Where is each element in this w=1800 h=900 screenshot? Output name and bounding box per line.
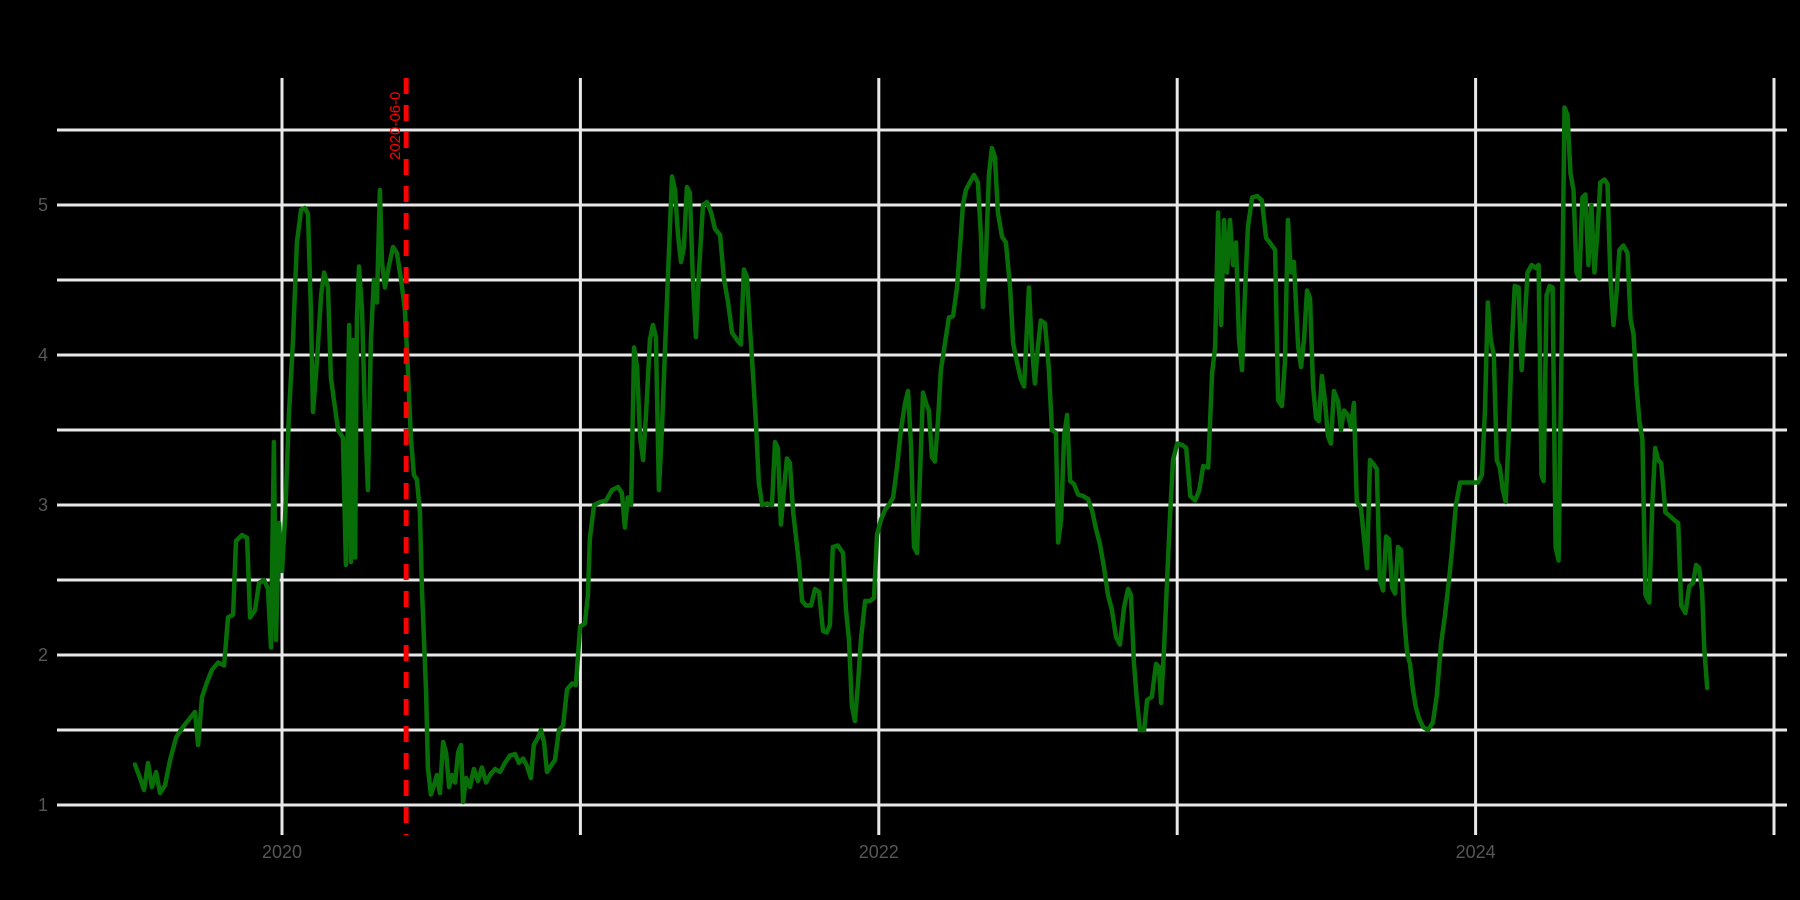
y-axis-labels: 1 2 3 4 5 xyxy=(38,195,48,815)
y-tick-label: 2 xyxy=(38,645,48,665)
y-tick-label: 4 xyxy=(38,345,48,365)
x-axis-labels: 2020 2022 2024 xyxy=(262,842,1496,862)
x-tick-label: 2020 xyxy=(262,842,302,862)
y-tick-label: 5 xyxy=(38,195,48,215)
x-tick-label: 2024 xyxy=(1456,842,1496,862)
x-tick-label: 2022 xyxy=(859,842,899,862)
gridlines xyxy=(57,78,1787,835)
y-tick-label: 1 xyxy=(38,795,48,815)
event-vline-date-label: 2020-06-0 xyxy=(387,92,404,160)
series-line-weekly-indicator xyxy=(132,105,1710,805)
y-tick-label: 3 xyxy=(38,495,48,515)
